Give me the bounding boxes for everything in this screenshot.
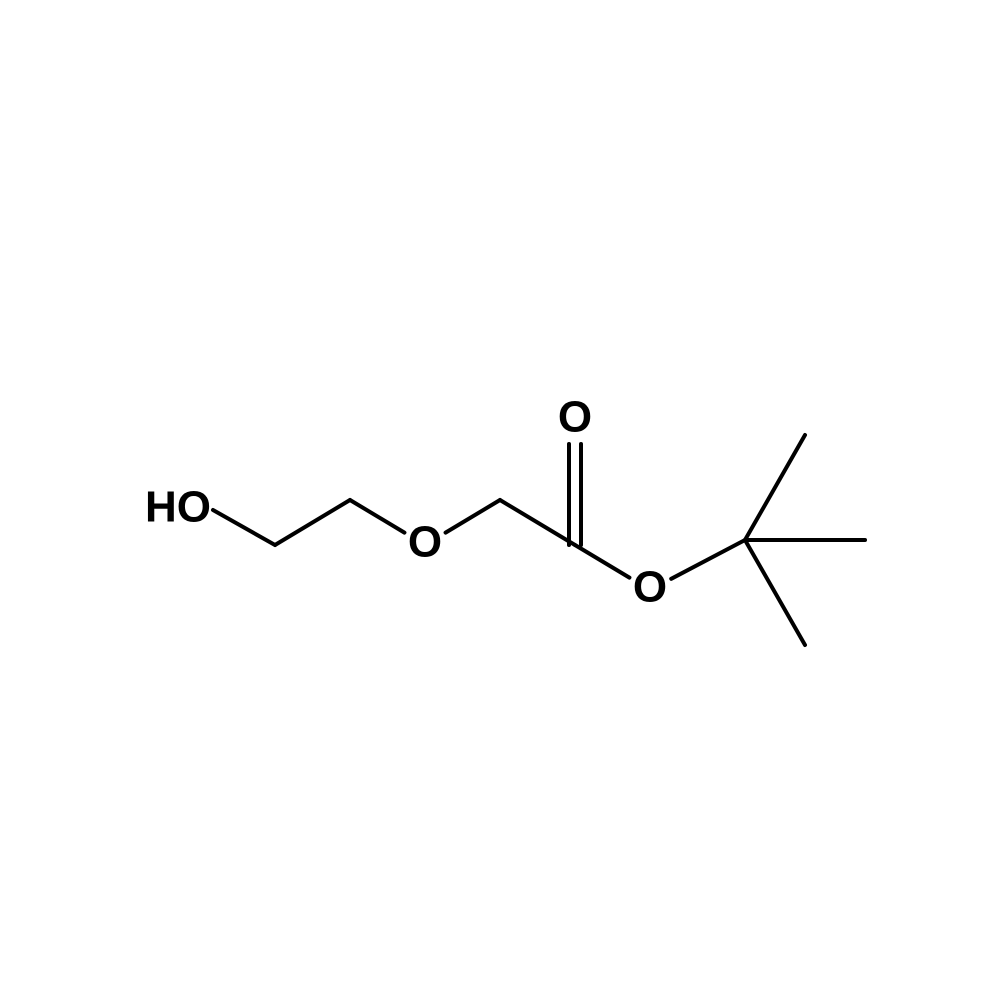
atom-label: O [633,563,667,612]
atom-label: O [558,393,592,442]
bond [575,545,629,578]
bond [275,500,350,545]
molecule-diagram: HO O O O [0,0,1000,1000]
bond [213,510,275,545]
bond [745,435,805,540]
bond [446,500,500,533]
bond [671,540,745,579]
bond [745,540,805,645]
atom-label: O [408,518,442,567]
bond [500,500,575,545]
bond [350,500,404,533]
atom-label: HO [145,483,211,532]
